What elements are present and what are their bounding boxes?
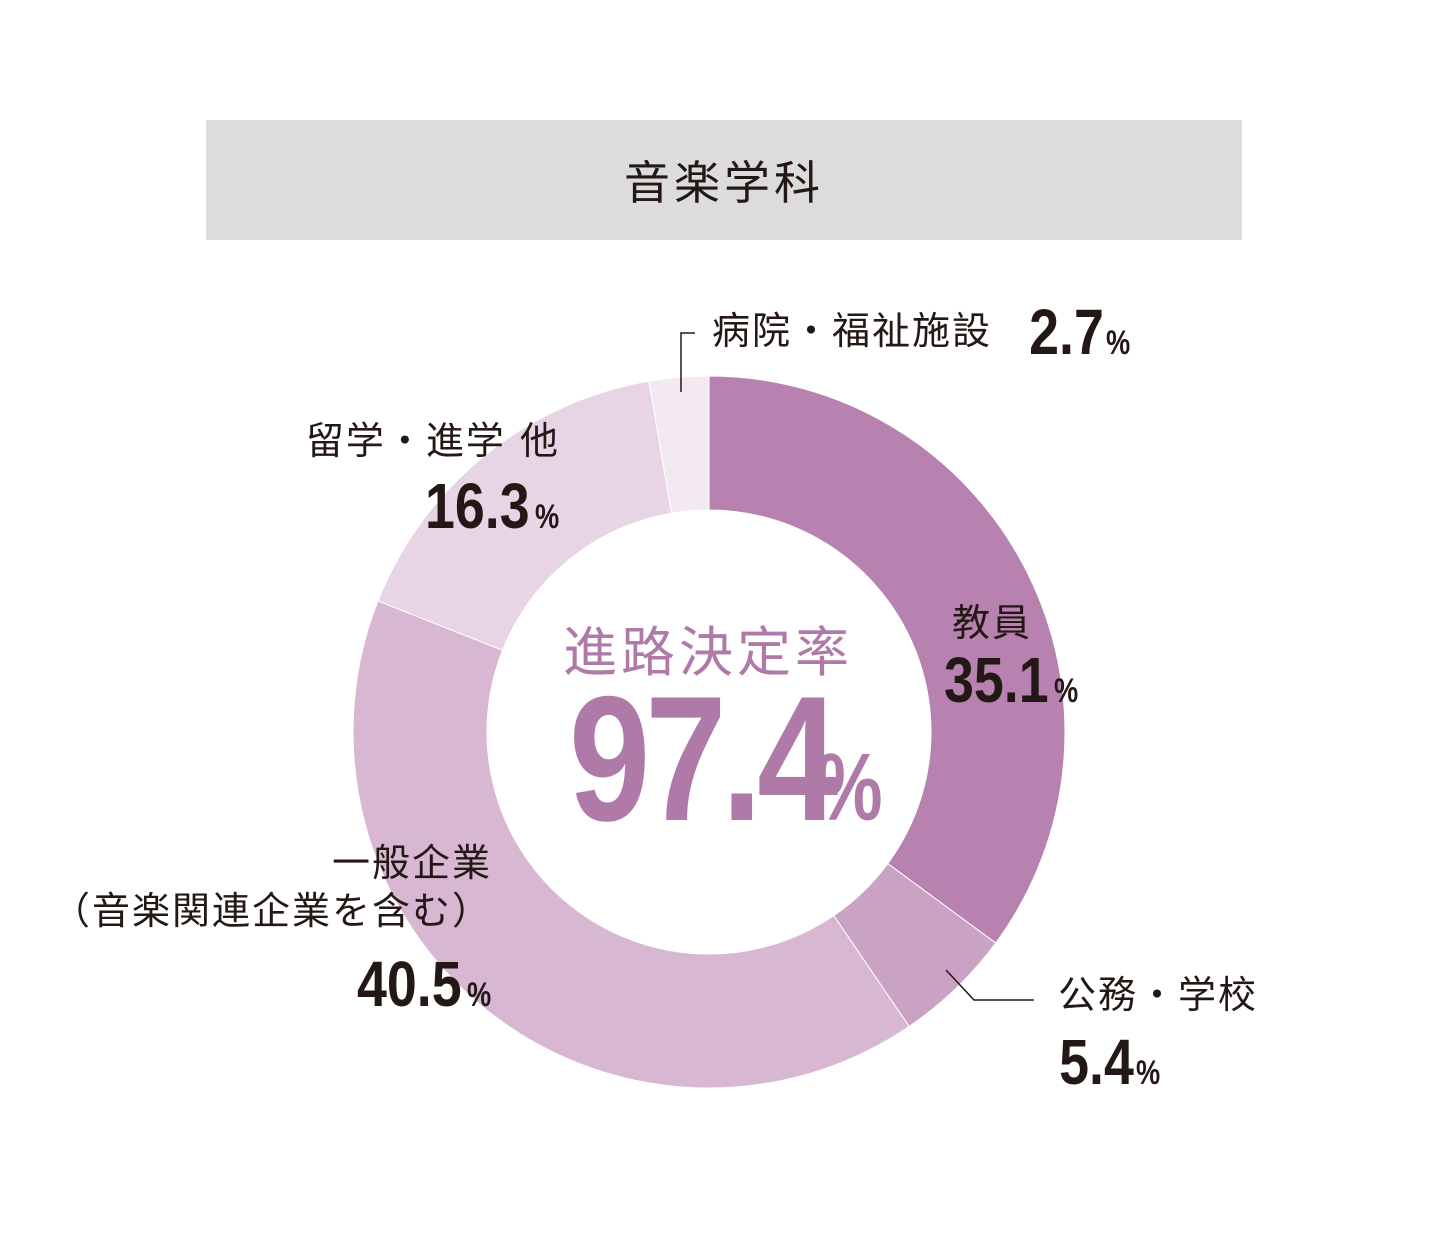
value-hospital-welfare-number: 2.7 <box>1029 296 1104 368</box>
value-study-further-number: 16.3 <box>425 470 530 542</box>
value-general-company-unit: % <box>466 976 491 1014</box>
label-hospital-welfare: 病院・福祉施設 <box>712 309 993 353</box>
center-value: 97.4% <box>486 670 926 848</box>
center-value-unit: % <box>815 734 883 841</box>
label-study-further: 留学・進学 他 <box>305 419 560 463</box>
value-general-company: 40.5% <box>290 952 494 1016</box>
center-label: 進路決定率 <box>563 621 853 684</box>
value-public-school-number: 5.4 <box>1059 1026 1134 1098</box>
slice-general-company <box>352 600 910 1089</box>
value-teacher: 35.1% <box>934 648 1081 712</box>
label-public-school: 公務・学校 <box>1058 973 1259 1017</box>
slice-hospital-welfare <box>648 375 710 514</box>
leader-line-public-school <box>945 969 1034 1001</box>
value-hospital-welfare-unit: % <box>1105 324 1131 362</box>
label-general-company-main: 一般企業 <box>331 841 492 885</box>
value-teacher-unit: % <box>1053 672 1078 710</box>
value-study-further-unit: % <box>534 498 559 536</box>
value-study-further: 16.3% <box>360 474 562 538</box>
slice-study-further <box>377 380 673 651</box>
leader-line-hospital-welfare <box>680 332 695 392</box>
chart-title: 音楽学科 <box>624 156 824 210</box>
center-value-number: 97.4 <box>569 659 838 858</box>
value-hospital-welfare: 2.7% <box>1022 300 1133 364</box>
value-public-school: 5.4% <box>1052 1030 1163 1094</box>
value-public-school-unit: % <box>1135 1054 1161 1092</box>
title-bar: 音楽学科 <box>206 120 1242 240</box>
label-teacher: 教員 <box>952 601 1033 645</box>
value-teacher-number: 35.1 <box>943 644 1049 716</box>
label-general-company: 一般企業 （音楽関連企業を含む） <box>36 840 492 935</box>
value-general-company-number: 40.5 <box>357 948 462 1020</box>
slice-teacher <box>708 375 1066 944</box>
label-general-company-sub: （音楽関連企業を含む） <box>51 888 492 933</box>
